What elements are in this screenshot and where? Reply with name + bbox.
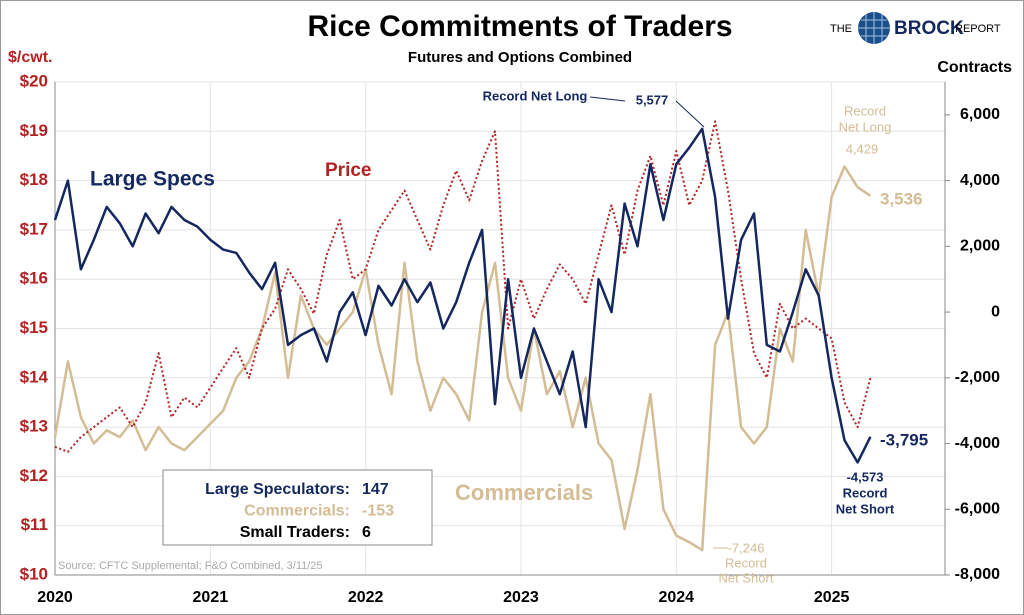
y-tick-label: $11: [21, 515, 48, 534]
box-value: 6: [362, 524, 371, 541]
plot: [53, 81, 946, 576]
y-tick-label: $13: [20, 417, 48, 436]
x-tick-label: 2023: [503, 589, 539, 606]
annotation: Net Short: [719, 570, 774, 585]
y2-tick-label: 4,000: [960, 172, 1000, 189]
x-tick-label: 2025: [814, 589, 850, 606]
y2-tick-label: 6,000: [960, 106, 1000, 123]
box-label: Commercials:: [244, 503, 350, 520]
annotation: 4,429: [846, 141, 879, 156]
annotation: Record: [843, 485, 888, 500]
y-tick-label: $15: [20, 318, 48, 337]
y-tick-label: $20: [20, 71, 48, 90]
logo-text: THE: [830, 23, 852, 35]
annotation: Record: [844, 103, 886, 118]
y-tick-label: $10: [20, 564, 48, 583]
y2-axis-title: Contracts: [937, 59, 1012, 76]
arrow: [589, 96, 626, 102]
annotation: Record: [725, 555, 767, 570]
y2-tick-label: -2,000: [955, 369, 1000, 386]
series-line: [53, 165, 872, 552]
chart-subtitle: Futures and Options Combined: [408, 49, 632, 66]
annotation: -4,573: [847, 469, 884, 484]
logo-grid: [858, 12, 890, 44]
annotation: -7,246: [728, 540, 765, 555]
box-label: Small Traders:: [240, 524, 350, 541]
box-value: -153: [362, 503, 394, 520]
box-label: Large Speculators:: [205, 481, 350, 498]
y-tick-label: $12: [20, 466, 48, 485]
x-tick-label: 2022: [348, 589, 384, 606]
x-tick-label: 2024: [658, 589, 694, 606]
annotation: Record Net Long: [483, 88, 588, 103]
annotation: -3,795: [880, 430, 928, 449]
annotation: 3,536: [880, 189, 923, 208]
y2-tick-label: -6,000: [955, 500, 1000, 517]
annotation: Net Short: [836, 501, 895, 516]
series-label: Price: [325, 160, 371, 181]
y-axis-title: $/cwt.: [8, 49, 52, 66]
series-label: Commercials: [455, 480, 593, 505]
series-label: Large Specs: [90, 168, 215, 191]
y-tick-label: $19: [20, 121, 48, 140]
series-line: [53, 127, 872, 464]
logo-text: BROCK: [894, 18, 964, 39]
y2-tick-label: -4,000: [955, 435, 1000, 452]
y2-tick-label: -8,000: [955, 566, 1000, 583]
arrow: [675, 100, 705, 128]
logo-text: REPORT: [955, 23, 1001, 35]
logo: THE BROCK REPORT: [830, 12, 1001, 44]
source-note: Source: CFTC Supplemental; F&O Combined,…: [58, 560, 323, 572]
y-tick-label: $16: [20, 269, 48, 288]
x-tick-label: 2021: [193, 589, 229, 606]
x-tick-label: 2020: [37, 589, 73, 606]
y2-tick-label: 0: [991, 303, 1000, 320]
y-tick-label: $17: [20, 219, 48, 238]
annotation: 5,577: [636, 92, 669, 107]
y2-tick-label: 2,000: [960, 238, 1000, 255]
annotation: Net Long: [839, 119, 892, 134]
y-tick-label: $18: [20, 170, 48, 189]
summary-box: [162, 469, 433, 546]
chart-title: Rice Commitments of Traders: [307, 10, 732, 43]
series-line: [54, 120, 872, 453]
y-tick-label: $14: [20, 367, 49, 386]
box-value: 147: [362, 481, 389, 498]
